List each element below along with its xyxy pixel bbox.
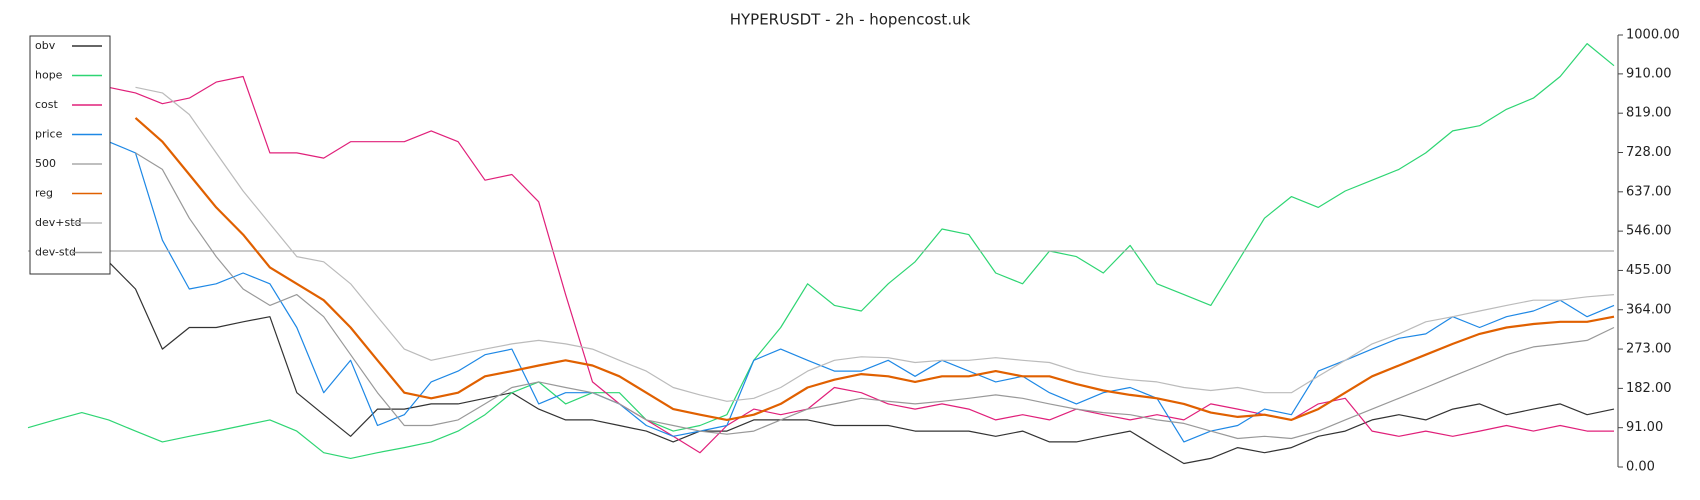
plot-area: 0.00 91.00 182.00 273.00 364.00 455.00 546.00 6…: [27, 28, 1680, 475]
y-tick-label: 182.00: [1626, 381, 1672, 396]
y-tick-label: 819.00: [1626, 106, 1672, 121]
legend-label: price: [35, 128, 63, 141]
series-line: [108, 261, 1615, 465]
y-tick-label: 1000.00: [1626, 28, 1680, 43]
y-tick-label: 273.00: [1626, 342, 1672, 357]
y-tick-label: 728.00: [1626, 145, 1672, 160]
legend-label: obv: [35, 39, 56, 52]
y-tick-label: 91.00: [1626, 420, 1663, 435]
series-line: [27, 43, 1615, 459]
y-tick-label: 910.00: [1626, 66, 1672, 81]
y-tick-label: 364.00: [1626, 302, 1672, 317]
series-line: [108, 141, 1615, 443]
legend-label: hope: [35, 69, 63, 82]
series-line: [135, 86, 1615, 402]
series-line: [134, 117, 1615, 421]
chart-title: HYPERUSDT - 2h - hopencost.uk: [730, 11, 971, 29]
y-tick-label: 637.00: [1626, 184, 1672, 199]
series-line: [135, 152, 1615, 440]
y-tick-label: 455.00: [1626, 263, 1672, 278]
legend-label: cost: [35, 98, 59, 111]
legend-label: reg: [35, 187, 53, 200]
legend: obv hope cost price 500 reg dev+std dev-std: [29, 35, 111, 275]
legend-label: dev+std: [35, 216, 82, 229]
y-tick-label: 546.00: [1626, 224, 1672, 239]
y-tick-label: 0.00: [1626, 460, 1655, 475]
series-line: [108, 75, 1614, 454]
legend-label: dev-std: [35, 246, 76, 259]
legend-label: 500: [35, 157, 56, 170]
